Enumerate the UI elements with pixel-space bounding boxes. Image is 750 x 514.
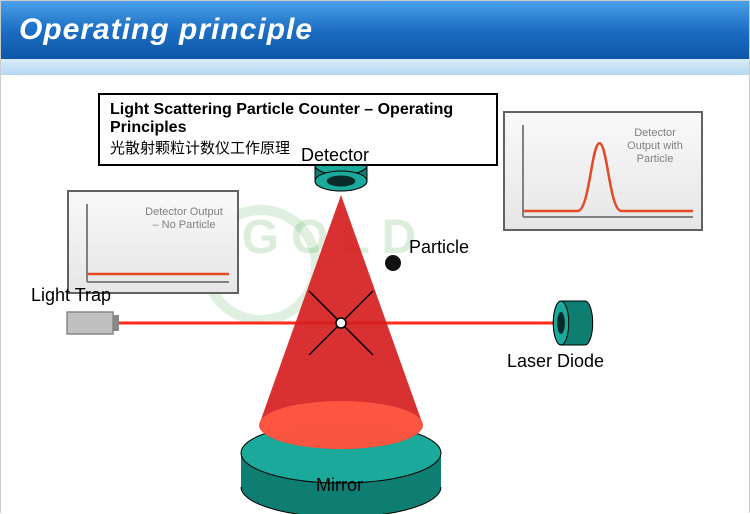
header-banner: Operating principle bbox=[1, 1, 749, 59]
chart-no-particle: Detector Output– No Particle bbox=[67, 190, 239, 294]
page-title: Operating principle bbox=[19, 13, 313, 47]
chart-with-particle-caption: Detector Output with Particle bbox=[619, 127, 691, 167]
particle-dot bbox=[385, 255, 401, 271]
header-subband bbox=[1, 59, 749, 75]
diagram-area: SUGOLD Light Scattering Particle Counter… bbox=[1, 75, 749, 514]
diagram-title-box: Light Scattering Particle Counter – Oper… bbox=[98, 93, 498, 166]
label-light-trap: Light Trap bbox=[31, 285, 111, 306]
label-mirror: Mirror bbox=[316, 475, 363, 496]
chart-with-particle: Detector Output with Particle bbox=[503, 111, 703, 231]
label-detector: Detector bbox=[301, 145, 369, 166]
label-particle: Particle bbox=[409, 237, 469, 258]
laser-diode-shape bbox=[553, 301, 592, 345]
diagram-title-en: Light Scattering Particle Counter – Oper… bbox=[110, 101, 486, 137]
diagram-title-zh: 光散射颗粒计数仪工作原理 bbox=[110, 137, 486, 158]
label-laser-diode: Laser Diode bbox=[507, 351, 604, 372]
light-trap-shape bbox=[67, 312, 119, 334]
chart-no-particle-caption: Detector Output– No Particle bbox=[139, 206, 229, 232]
